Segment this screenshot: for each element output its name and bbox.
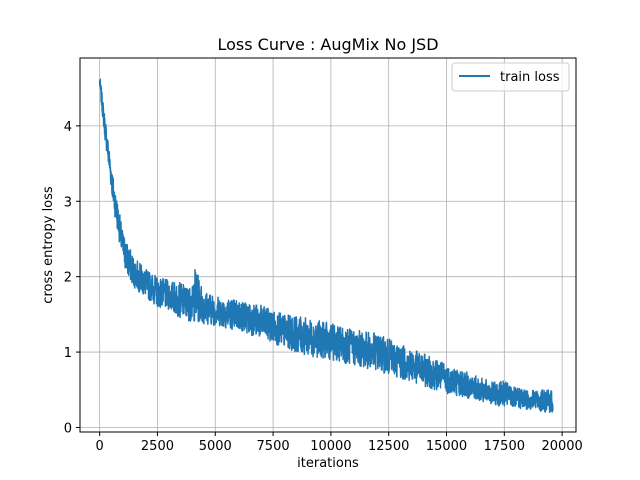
x-axis-label: iterations [297,456,359,471]
chart-title: Loss Curve : AugMix No JSD [217,35,438,54]
plot-frame [79,57,577,433]
y-axis-ticks: 0 1 2 3 4 [64,120,80,436]
x-tick-label: 0 [96,439,104,454]
y-tick-label: 4 [64,120,72,135]
x-tick-label: 5000 [199,439,232,454]
x-tick-label: 17500 [484,439,525,454]
series-layer [98,78,554,414]
y-tick-label: 1 [64,346,72,361]
legend-box [451,62,570,92]
x-tick-label: 7500 [257,439,290,454]
legend: train loss [451,62,570,92]
y-tick-label: 3 [64,195,72,210]
x-tick-label: 10000 [310,439,351,454]
train-loss-line [98,78,554,414]
y-axis-label: cross entropy loss [41,186,56,304]
x-tick-label: 2500 [141,439,174,454]
grid [80,58,576,432]
y-tick-label: 0 [64,421,72,436]
y-tick-label: 2 [64,271,72,286]
x-tick-label: 20000 [541,439,582,454]
legend-label-train-loss: train loss [500,70,560,85]
x-tick-label: 12500 [368,439,409,454]
x-axis-ticks: 0 2500 5000 7500 10000 12500 15000 17500 20000 [96,432,583,454]
x-tick-label: 15000 [426,439,467,454]
